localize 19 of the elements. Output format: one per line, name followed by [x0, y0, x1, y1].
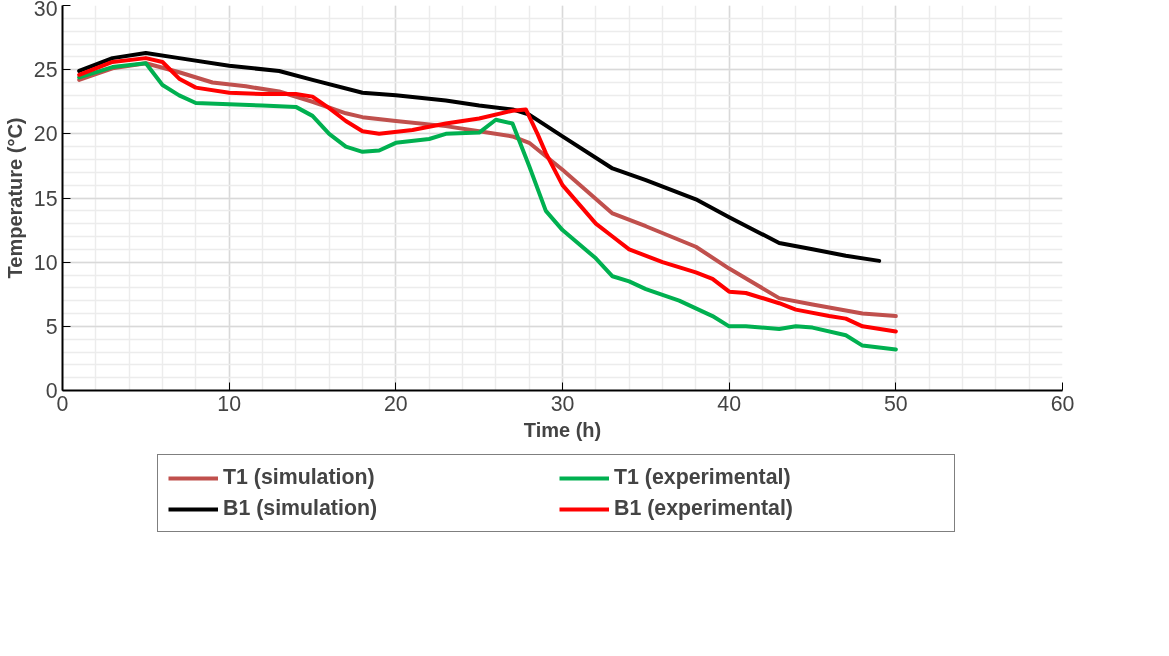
y-tick-label: 10 [33, 250, 58, 275]
x-tick-label: 30 [550, 391, 575, 416]
legend-label: T1 (experimental) [614, 465, 792, 490]
y-tick-label: 30 [33, 0, 58, 21]
y-tick-label: 5 [45, 314, 58, 339]
legend-label: T1 (simulation) [223, 465, 376, 490]
line-series [77, 50, 882, 263]
x-axis-title: Time (h) [523, 418, 602, 441]
x-tick-label: 40 [717, 391, 742, 416]
x-tick-label: 50 [883, 391, 908, 416]
y-tick-label: 15 [33, 186, 58, 211]
x-tick-label: 60 [1050, 391, 1075, 416]
legend-label: B1 (simulation) [223, 496, 379, 521]
y-tick-label: 25 [33, 58, 58, 83]
x-tick-label: 10 [217, 391, 242, 416]
y-tick-label: 20 [33, 122, 58, 147]
y-axis-title: Temperature (°C) [3, 117, 26, 279]
legend-label: B1 (experimental) [614, 496, 794, 521]
x-tick-label: 20 [383, 391, 408, 416]
